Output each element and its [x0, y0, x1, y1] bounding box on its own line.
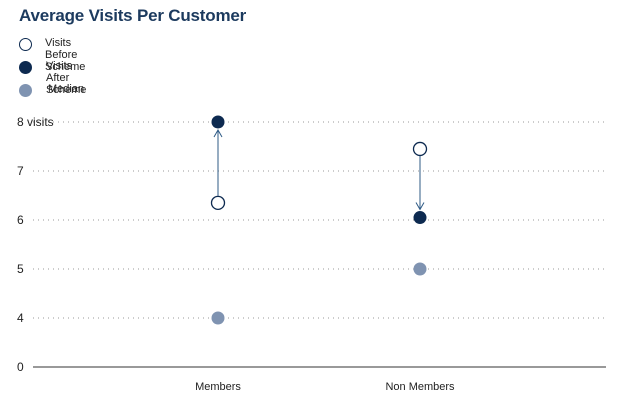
- legend-label-after: Visits After Scheme: [46, 60, 87, 96]
- change-arrow-head: [415, 202, 425, 211]
- hollow-circle-icon: [19, 38, 32, 51]
- y-tick-label: 4: [17, 311, 24, 325]
- data-point-median: [413, 262, 427, 276]
- filled-circle-icon: [19, 61, 32, 74]
- data-point-before: [412, 141, 428, 157]
- chart-title: Average Visits Per Customer: [19, 6, 247, 25]
- data-point-after: [211, 115, 225, 129]
- median-circle-icon: [19, 84, 32, 97]
- x-tick-label: Members: [195, 381, 241, 393]
- change-arrow-head: [213, 128, 223, 138]
- data-point-after: [413, 211, 427, 225]
- x-tick-label: Non Members: [385, 381, 455, 393]
- y-tick-label: 6: [17, 213, 24, 227]
- legend-label-median: Median: [48, 83, 85, 95]
- y-tick-label: 8 visits: [17, 115, 54, 129]
- data-point-median: [211, 311, 225, 325]
- data-point-before: [210, 195, 226, 211]
- y-tick-label: 7: [17, 164, 24, 178]
- legend-label-before: Visits Before Scheme: [45, 37, 86, 73]
- y-tick-label: 0: [17, 360, 24, 374]
- y-tick-label: 5: [17, 262, 24, 276]
